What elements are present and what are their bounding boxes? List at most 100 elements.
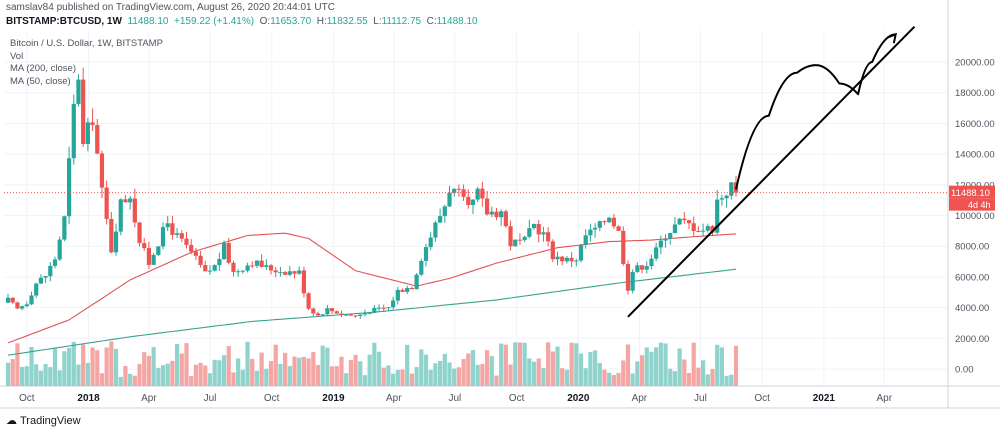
time-tick-label: Apr xyxy=(632,393,648,404)
volume-bar xyxy=(442,353,447,386)
candle-body xyxy=(438,216,443,223)
volume-bar xyxy=(301,356,307,386)
candle-body xyxy=(85,122,90,145)
candle-body xyxy=(569,257,574,262)
volume-bar xyxy=(592,350,598,386)
candle-body xyxy=(592,227,598,230)
volume-bar xyxy=(320,345,325,386)
volume-bar xyxy=(160,365,166,386)
tradingview-logo[interactable]: ☁ TradingView xyxy=(6,414,81,428)
volume-bar xyxy=(719,347,724,386)
candle-body xyxy=(236,271,241,273)
volume-bar xyxy=(527,358,532,386)
volume-bar xyxy=(438,360,443,386)
high-value: 11832.55 xyxy=(326,16,368,27)
candle-body xyxy=(52,259,58,266)
candle-body xyxy=(414,274,419,290)
candle-body xyxy=(160,227,166,247)
volume-bar xyxy=(597,362,602,386)
volume-bar xyxy=(724,375,729,386)
volume-bar xyxy=(522,342,527,386)
volume-bar xyxy=(175,343,180,386)
candle-body xyxy=(531,224,537,229)
candle-body xyxy=(541,232,546,235)
candle-body xyxy=(522,236,527,241)
candle-body xyxy=(729,182,734,196)
volume-bar xyxy=(578,353,584,386)
candle-body xyxy=(536,224,541,235)
candle-body xyxy=(654,247,659,259)
volume-bar xyxy=(278,363,283,386)
volume-bar xyxy=(696,367,701,386)
candle-body xyxy=(508,226,513,247)
candle-body xyxy=(682,218,687,221)
candle-body xyxy=(405,287,410,292)
high-label: H: xyxy=(316,16,327,27)
candle-body xyxy=(344,314,349,316)
candle-body xyxy=(203,265,208,272)
volume-bar xyxy=(358,361,363,386)
candle-body xyxy=(38,277,44,284)
candle-body xyxy=(151,254,156,265)
legend-ma50[interactable]: MA (50, close) xyxy=(10,75,71,87)
candle-body xyxy=(29,295,34,305)
legend-vol[interactable]: Vol xyxy=(10,50,24,62)
volume-bar xyxy=(348,360,353,386)
candle-body xyxy=(710,226,715,233)
candle-body xyxy=(442,206,447,217)
candle-body xyxy=(95,125,100,154)
price-tick-label: 10000.00 xyxy=(955,211,995,222)
legend-ma200[interactable]: MA (200, close) xyxy=(10,63,76,74)
close-label: C: xyxy=(426,16,437,27)
candle-body xyxy=(226,243,231,263)
symbol-name: BITSTAMP:BTCUSD, 1W xyxy=(6,16,122,27)
candle-body xyxy=(564,257,570,262)
volume-bar xyxy=(250,358,255,386)
volume-bar xyxy=(43,363,48,386)
candle-body xyxy=(250,265,255,267)
volume-bar xyxy=(137,363,142,386)
candle-body xyxy=(118,199,123,232)
volume-bar xyxy=(170,360,175,386)
candle-body xyxy=(578,244,584,261)
volume-bar xyxy=(198,362,203,386)
candle-body xyxy=(287,271,292,275)
volume-bar xyxy=(52,348,58,386)
time-tick-label: Apr xyxy=(876,393,892,404)
candle-body xyxy=(264,265,269,267)
volume-bar xyxy=(484,350,490,386)
volume-bar xyxy=(574,343,579,386)
price-tick-label: 6000.00 xyxy=(955,272,989,283)
volume-bar xyxy=(81,344,86,386)
candle-body xyxy=(306,293,311,309)
candle-body xyxy=(268,265,274,271)
price-tick-label: 18000.00 xyxy=(955,88,995,99)
volume-bar xyxy=(536,358,541,386)
candle-body xyxy=(81,79,86,145)
candle-body xyxy=(339,313,344,315)
candle-body xyxy=(113,231,119,253)
candle-body xyxy=(57,239,62,260)
candle-body xyxy=(686,220,692,224)
volume-bar xyxy=(409,373,415,386)
last-price: 11488.10 xyxy=(127,16,169,27)
volume-bar xyxy=(184,343,189,386)
legend-title[interactable]: Bitcoin / U.S. Dollar, 1W, BITSTAMP xyxy=(10,38,163,49)
volume-bar xyxy=(682,359,687,386)
volume-bar xyxy=(691,342,696,386)
time-tick-label: Oct xyxy=(264,393,280,404)
volume-bar xyxy=(489,356,494,386)
candle-body xyxy=(503,211,508,227)
candle-body xyxy=(715,199,720,233)
volume-bar xyxy=(142,352,147,386)
volume-bar xyxy=(254,370,260,386)
volume-bar xyxy=(283,352,288,386)
tradingview-logo-text: TradingView xyxy=(20,414,81,427)
candle-body xyxy=(358,314,363,316)
candle-body xyxy=(142,243,147,249)
candle-body xyxy=(597,221,602,228)
volume-bar xyxy=(311,352,316,386)
volume-bar xyxy=(405,344,410,386)
